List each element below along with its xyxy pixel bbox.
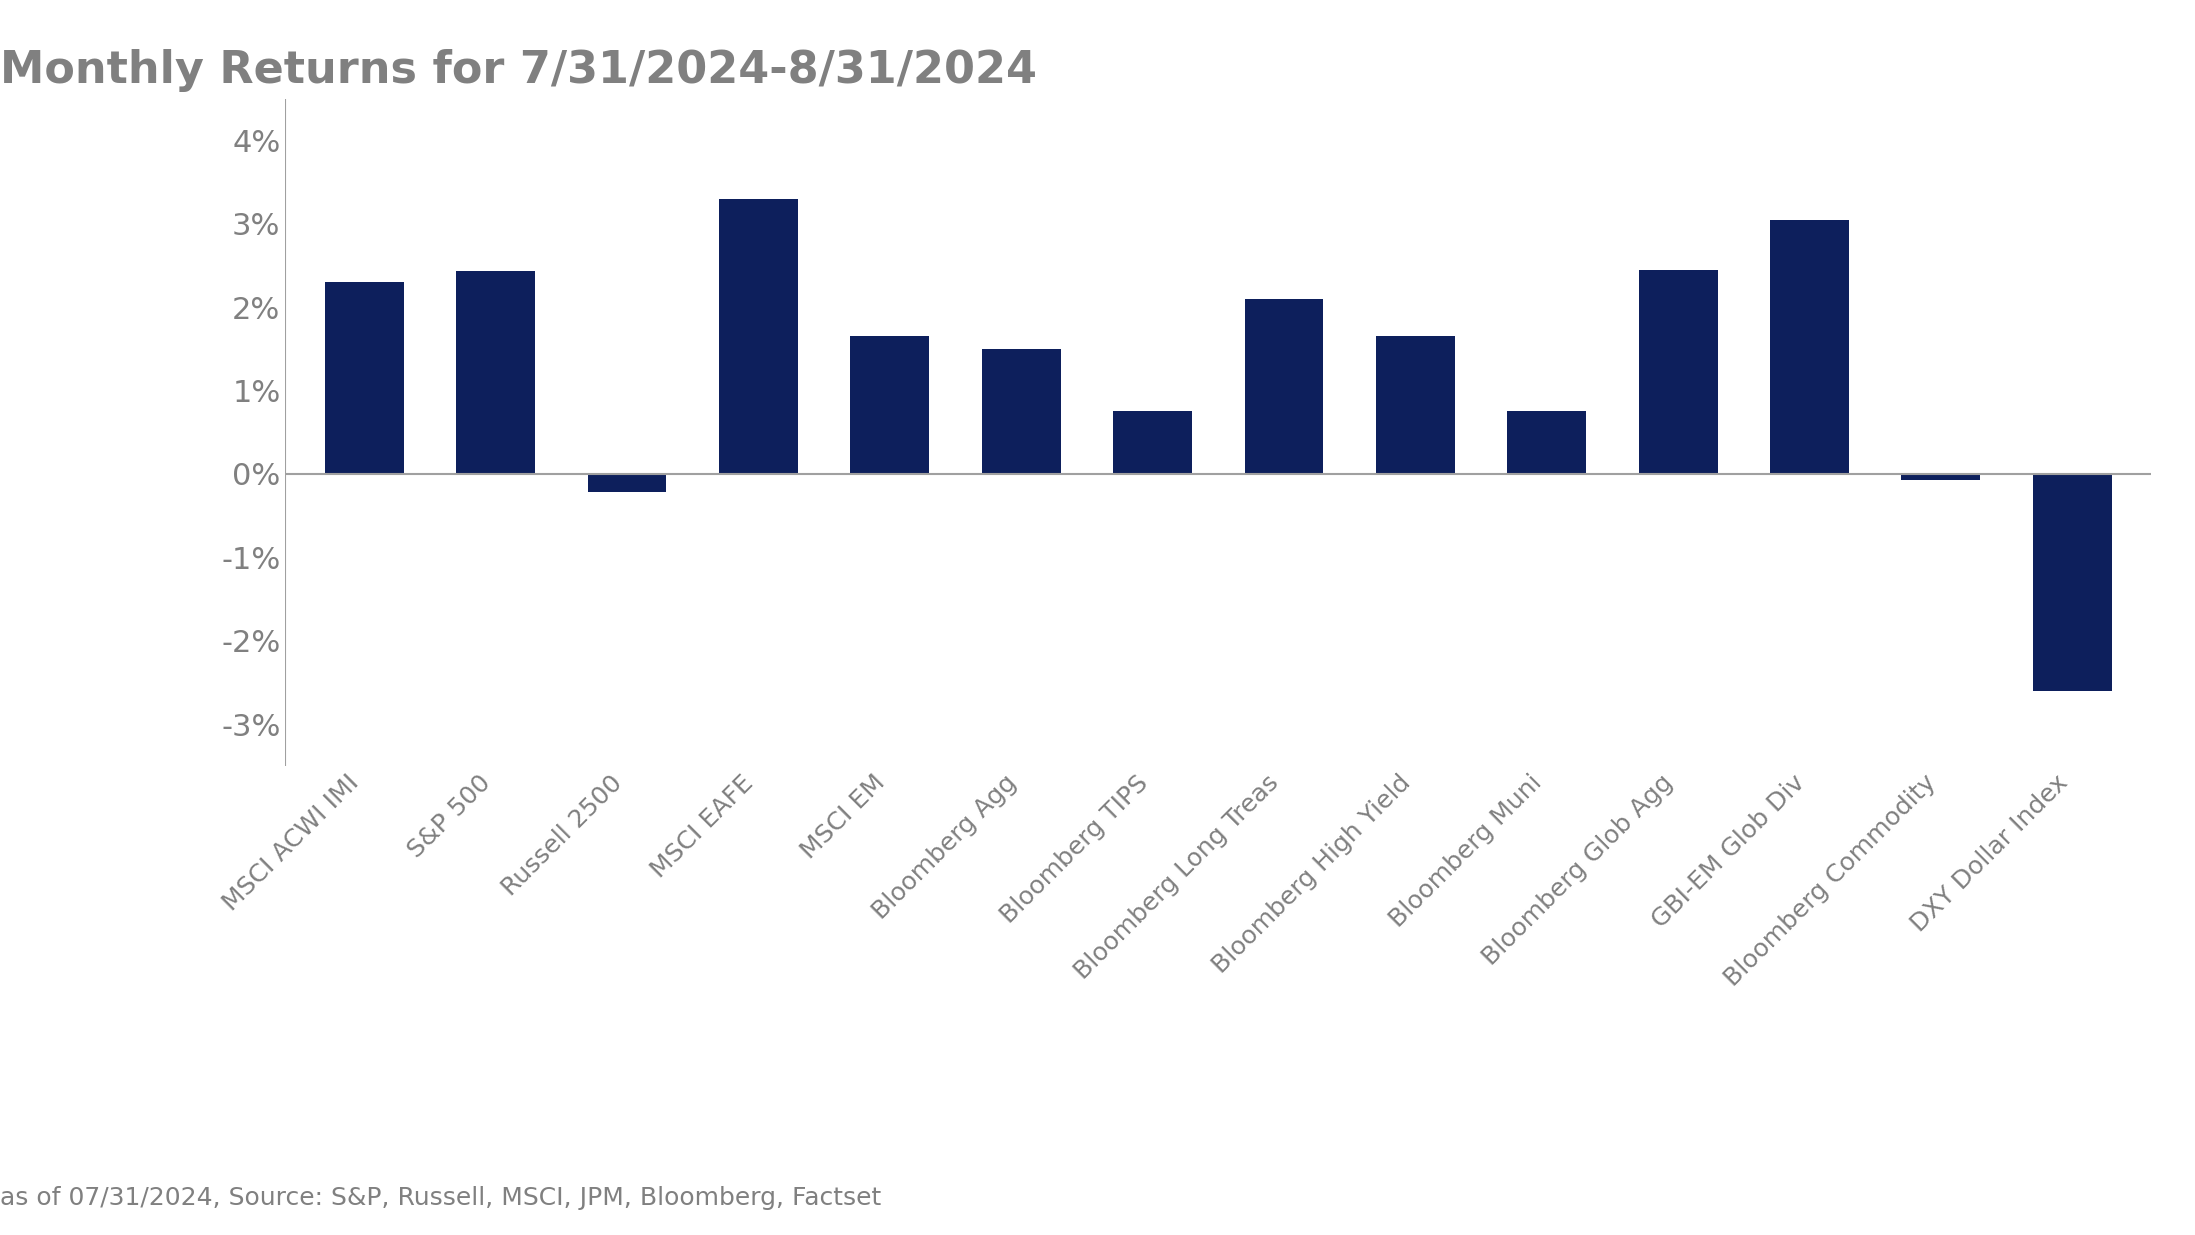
Bar [457,272,536,474]
Bar [1901,474,1980,479]
Bar [325,282,404,474]
Bar [1245,299,1324,474]
Bar [2033,474,2112,690]
Text: as of 07/31/2024, Source: S&P, Russell, MSCI, JPM, Bloomberg, Factset: as of 07/31/2024, Source: S&P, Russell, … [0,1187,880,1210]
Bar [1640,269,1716,474]
Bar [981,348,1060,474]
Bar [1113,411,1192,474]
Bar [1769,220,1848,474]
Bar [849,336,928,474]
Bar [588,474,667,493]
Bar [1376,336,1455,474]
Bar [1508,411,1587,474]
Text: Monthly Returns for 7/31/2024-8/31/2024: Monthly Returns for 7/31/2024-8/31/2024 [0,49,1036,93]
Bar [720,199,797,474]
